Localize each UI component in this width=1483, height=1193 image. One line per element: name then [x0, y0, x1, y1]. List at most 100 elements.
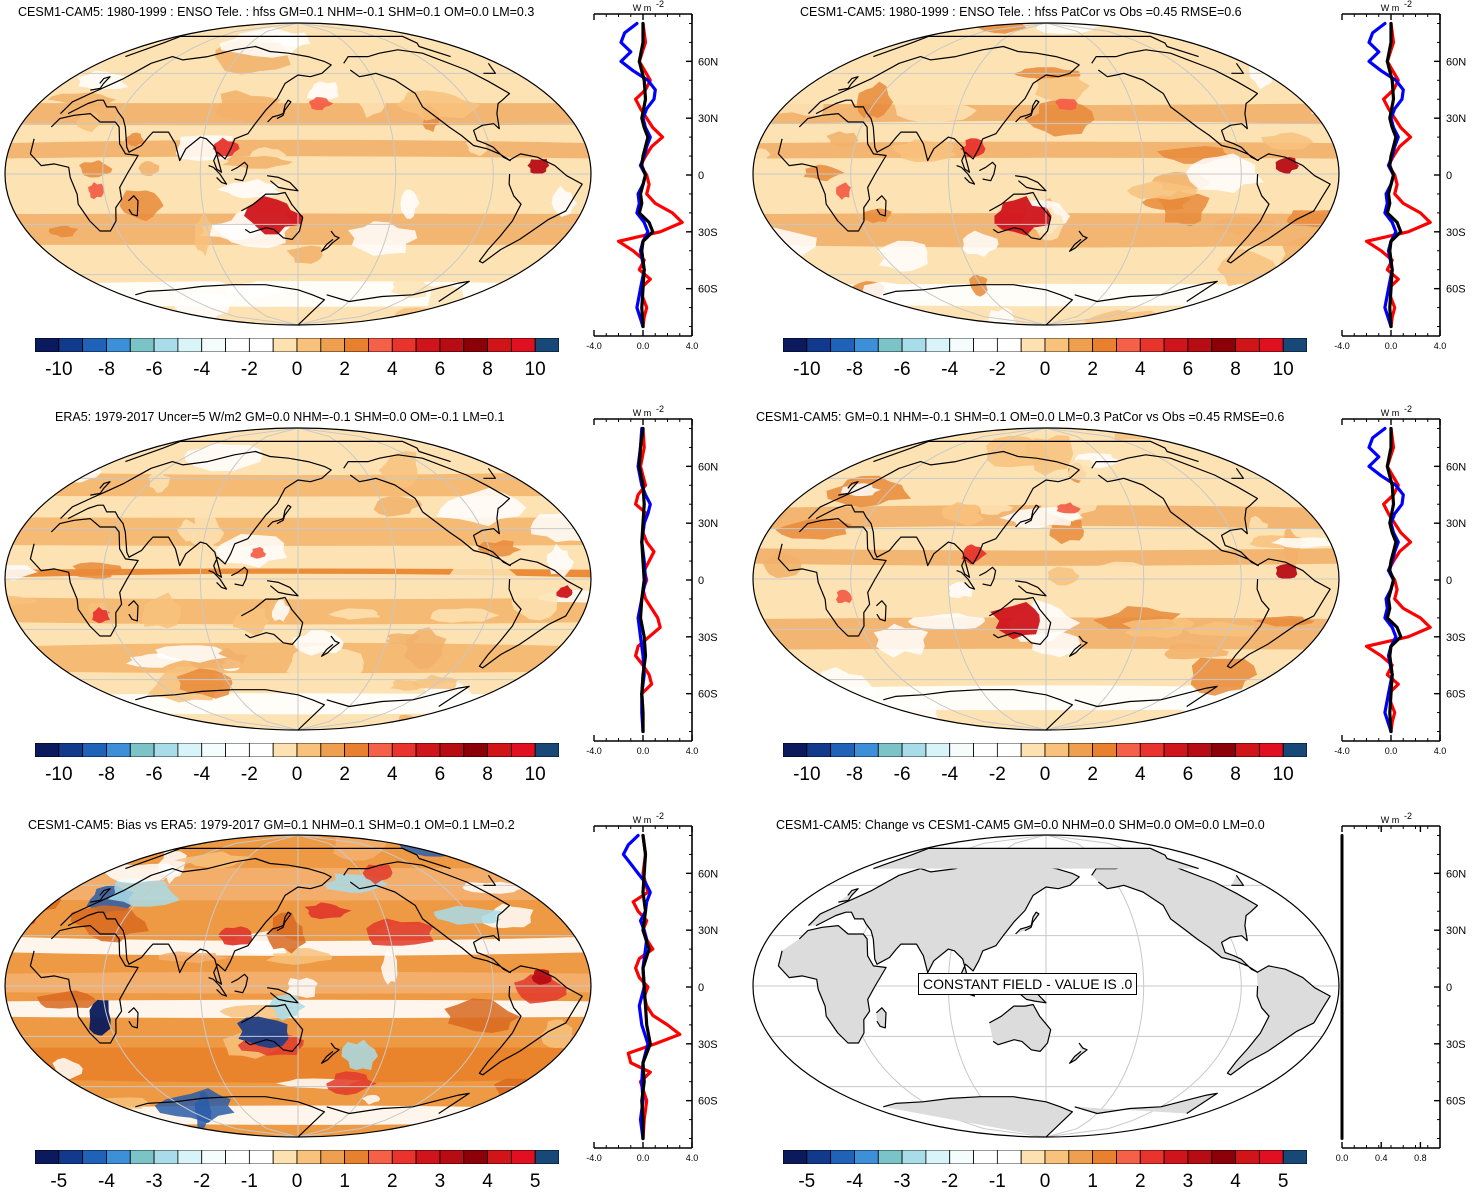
coastlines [777, 847, 1331, 1137]
colorbar-swatch [1235, 1149, 1260, 1165]
zonal-ytick-label: 30S [698, 1039, 718, 1051]
field-patch [366, 918, 434, 946]
colorbar-swatch [1068, 1149, 1094, 1165]
panel-title: CESM1-CAM5: 1980-1999 : ENSO Tele. : hfs… [800, 5, 1242, 19]
field-patch [176, 668, 233, 699]
colorbar-tick-label: 5 [529, 1171, 541, 1192]
coastline-samerica [1226, 965, 1331, 1076]
zonal-series-line [1364, 426, 1432, 734]
field-patch [768, 77, 825, 116]
colorbar-swatch [877, 337, 903, 353]
zonal-series-group [621, 833, 682, 1141]
colorbar-tick-label: 0 [291, 359, 303, 380]
zonal-mean-plot: W m -2 0.0 0.4 0.8 60N 30N 0 30S 60S [1336, 811, 1474, 1163]
colorbar-swatch [925, 742, 951, 758]
field-patch [286, 245, 323, 264]
coastline-africa [777, 113, 887, 232]
zonal-xtick-label: 0.0 [1385, 341, 1398, 351]
colorbar-swatch [463, 742, 488, 758]
colorbar-swatch [973, 742, 998, 758]
zonal-units-exponent: -2 [1404, 811, 1412, 821]
colorbar-swatch [34, 1149, 60, 1165]
zonal-ytick-label: 30S [1446, 227, 1466, 239]
field-patch [540, 302, 557, 323]
constant-field-annotation: CONSTANT FIELD - VALUE IS .0 [918, 973, 1138, 995]
field-patch [407, 23, 431, 36]
field-patch [216, 90, 281, 124]
field-patch [891, 139, 956, 163]
graticule [5, 23, 591, 325]
colorbar-swatch [153, 1149, 179, 1165]
field-patch [138, 161, 160, 177]
zonal-mean-svg: W m -2 0.0 0.4 0.8 60N 30N 0 30S 60S [1336, 811, 1466, 1163]
colorbar-swatch [1235, 337, 1260, 353]
field-patch [444, 998, 521, 1033]
coastline-japan [267, 911, 292, 935]
colorbar-swatch [439, 1149, 465, 1165]
field-patch [520, 451, 577, 481]
colorbar-swatch [1258, 1149, 1284, 1165]
colorbar-swatch [58, 1149, 84, 1165]
colorbar-swatch [782, 1149, 808, 1165]
field-patch [753, 148, 771, 162]
field-patch [511, 580, 560, 621]
colorbar-swatch [58, 337, 84, 353]
zonal-series-line [1364, 21, 1432, 329]
colorbar-tick-label: -2 [240, 764, 258, 785]
map-border [4, 427, 592, 731]
global-map [750, 425, 1342, 733]
field-patch [1047, 566, 1080, 586]
colorbar-tick-label: -1 [240, 1171, 258, 1192]
colorbar-swatch [272, 742, 298, 758]
zonal-ytick-label: 60N [698, 461, 718, 473]
coastline-greenland [125, 35, 496, 74]
field-patch [272, 599, 290, 622]
coastline-samerica [478, 153, 583, 264]
zonal-units-label: W m [633, 815, 652, 825]
coastline-borneo [231, 973, 249, 994]
colorbar-swatch [82, 337, 107, 353]
coastline-samerica [1226, 153, 1331, 264]
field-patch [826, 131, 859, 148]
colorbar-swatch [996, 742, 1022, 758]
field-patch [215, 533, 288, 568]
zonal-ytick-label: 30N [1446, 518, 1466, 530]
field-patch [194, 212, 213, 257]
map-svg [4, 427, 592, 731]
colorbar-swatch [534, 1149, 560, 1165]
field-patch [306, 81, 339, 101]
zonal-series-line [637, 21, 655, 329]
colorbar-swatch [296, 1149, 322, 1165]
colorbar-swatch [1235, 742, 1260, 758]
coastline-australia [241, 596, 304, 645]
coastline-namerica [1091, 861, 1259, 974]
field-patch [224, 283, 285, 300]
colorbar-swatch [949, 1149, 974, 1165]
field-patch [1283, 526, 1302, 570]
field-patch [380, 950, 398, 985]
zonal-xtick-label: 0.4 [1375, 1153, 1388, 1163]
zonal-ytick-label: 60N [1446, 56, 1466, 68]
field-patch [541, 846, 563, 873]
map-field [5, 23, 591, 325]
zonal-units-exponent: -2 [1404, 0, 1412, 9]
coastline-newguinea [267, 175, 299, 192]
map-field [5, 428, 591, 730]
field-patch [33, 690, 69, 717]
colorbar-swatch [201, 742, 226, 758]
field-hotspot [237, 1016, 289, 1049]
coastline-eurasia [808, 45, 1080, 173]
coastline-eurasia [60, 857, 332, 985]
zonal-ytick-label: 60S [698, 689, 718, 701]
field-patch [328, 608, 381, 620]
field-patch [462, 881, 532, 894]
global-map [2, 20, 594, 328]
zonal-ytick-label: 0 [1446, 575, 1452, 587]
field-patch [286, 645, 364, 686]
coastlines [29, 847, 583, 1137]
zonal-xtick-label: 0.0 [637, 1153, 650, 1163]
coastline-australia [989, 596, 1052, 645]
field-patch [1185, 153, 1264, 194]
coastline-antarctica [883, 280, 1218, 325]
coastline-antarctica [135, 685, 470, 730]
